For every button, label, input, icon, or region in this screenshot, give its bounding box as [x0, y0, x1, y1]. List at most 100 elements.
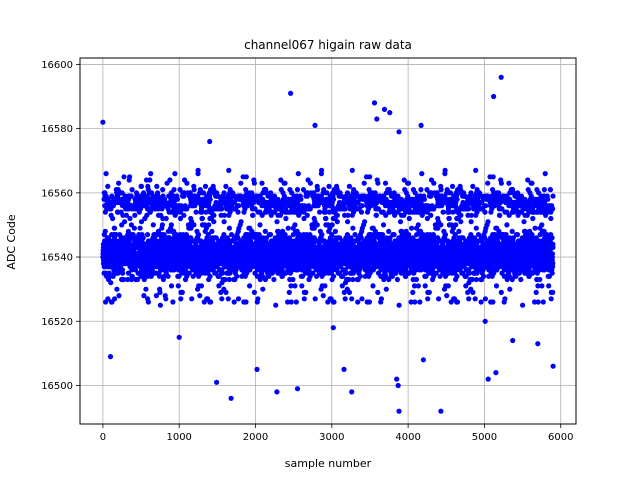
data-point [145, 232, 150, 237]
data-point [191, 222, 196, 227]
data-point [427, 290, 432, 295]
data-point [349, 296, 354, 301]
data-point [319, 232, 324, 237]
data-point [473, 296, 478, 301]
data-point [374, 213, 379, 218]
data-point [319, 168, 324, 173]
data-point [343, 296, 348, 301]
data-point [244, 174, 249, 179]
data-point [184, 181, 189, 186]
data-point [196, 232, 201, 237]
data-point [108, 280, 113, 285]
data-point [409, 226, 414, 231]
data-point [474, 277, 479, 282]
data-point [469, 219, 474, 224]
data-point [292, 222, 297, 227]
data-point [227, 226, 232, 231]
data-point [367, 299, 372, 304]
data-point [157, 290, 162, 295]
data-point [197, 293, 202, 298]
data-point [105, 184, 110, 189]
data-point [317, 210, 322, 215]
data-point [331, 197, 336, 202]
data-point [379, 296, 384, 301]
data-point [392, 232, 397, 237]
data-point [447, 216, 452, 221]
data-point [130, 187, 135, 192]
data-point [454, 274, 459, 279]
data-point [360, 203, 365, 208]
data-point [223, 184, 228, 189]
data-point [143, 287, 148, 292]
data-point [406, 181, 411, 186]
data-point [470, 184, 475, 189]
data-point [345, 219, 350, 224]
data-point [358, 274, 363, 279]
data-point [176, 283, 181, 288]
data-point [283, 216, 288, 221]
data-point [116, 181, 121, 186]
data-point [473, 168, 478, 173]
data-point [178, 296, 183, 301]
data-point [199, 283, 204, 288]
data-point [160, 187, 165, 192]
data-point [375, 290, 380, 295]
data-point [158, 303, 163, 308]
data-point [238, 181, 243, 186]
data-point [315, 222, 320, 227]
data-point [350, 277, 355, 282]
data-point [443, 168, 448, 173]
data-point [206, 222, 211, 227]
data-point [154, 184, 159, 189]
data-point [298, 197, 303, 202]
data-point [355, 299, 360, 304]
data-point [441, 210, 446, 215]
data-point [453, 222, 458, 227]
data-point [208, 299, 213, 304]
data-point [235, 210, 240, 215]
data-point [127, 174, 132, 179]
data-point [211, 219, 216, 224]
data-point [273, 303, 278, 308]
data-point [192, 187, 197, 192]
data-point [384, 287, 389, 292]
data-point [303, 290, 308, 295]
data-point [110, 216, 115, 221]
data-point [313, 296, 318, 301]
data-point [458, 213, 463, 218]
data-point [175, 197, 180, 202]
data-point [335, 219, 340, 224]
data-point [350, 168, 355, 173]
data-point [208, 274, 213, 279]
data-point [343, 206, 348, 211]
data-point [292, 283, 297, 288]
data-point [263, 229, 268, 234]
data-point [236, 203, 241, 208]
data-point [116, 293, 121, 298]
data-point [139, 184, 144, 189]
data-point [196, 168, 201, 173]
data-point [321, 293, 326, 298]
data-point [169, 283, 174, 288]
data-point [170, 299, 175, 304]
data-point [414, 277, 419, 282]
data-point [219, 206, 224, 211]
data-point [112, 296, 117, 301]
data-point [381, 222, 386, 227]
data-point [419, 171, 424, 176]
data-point [335, 213, 340, 218]
data-point [127, 216, 132, 221]
data-point [171, 187, 176, 192]
data-point [271, 277, 276, 282]
data-point [227, 277, 232, 282]
data-point [444, 293, 449, 298]
data-point [211, 213, 216, 218]
data-point [141, 235, 146, 240]
data-point [439, 187, 444, 192]
data-point [350, 226, 355, 231]
data-point [274, 219, 279, 224]
data-point [458, 219, 463, 224]
data-point [322, 283, 327, 288]
data-point [164, 216, 169, 221]
